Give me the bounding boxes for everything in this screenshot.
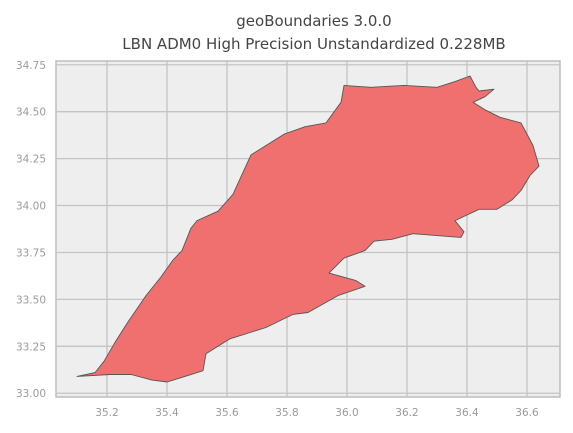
y-tick-label: 33.25 <box>16 341 46 353</box>
x-tick-label: 36.0 <box>335 407 358 419</box>
x-tick-label: 35.8 <box>275 407 298 419</box>
y-tick-label: 34.25 <box>16 154 46 166</box>
y-tick-label: 34.00 <box>16 201 46 213</box>
x-axis-tick-labels: 35.2 35.4 35.6 35.8 36.0 36.2 36.4 36.6 <box>95 407 539 419</box>
y-tick-label: 33.00 <box>16 388 46 400</box>
y-tick-label: 33.50 <box>16 294 46 306</box>
x-tick-label: 35.6 <box>215 407 239 419</box>
country-layer <box>76 75 540 383</box>
x-tick-label: 36.4 <box>455 407 479 419</box>
y-tick-label: 33.75 <box>16 247 46 259</box>
y-tick-label: 34.50 <box>16 107 46 119</box>
figure-title-line-1: geoBoundaries 3.0.0 <box>236 12 391 30</box>
y-axis-tick-labels: 33.00 33.25 33.50 33.75 34.00 34.25 34.50 34.75 <box>16 60 46 400</box>
y-tick-label: 34.75 <box>16 60 46 72</box>
lebanon-boundary-polygon <box>76 75 540 383</box>
x-tick-label: 36.2 <box>395 407 418 419</box>
x-tick-label: 35.4 <box>155 407 179 419</box>
x-tick-label: 36.6 <box>515 407 539 419</box>
x-tick-label: 35.2 <box>95 407 118 419</box>
figure-title-line-2: LBN ADM0 High Precision Unstandardized 0… <box>122 35 505 53</box>
